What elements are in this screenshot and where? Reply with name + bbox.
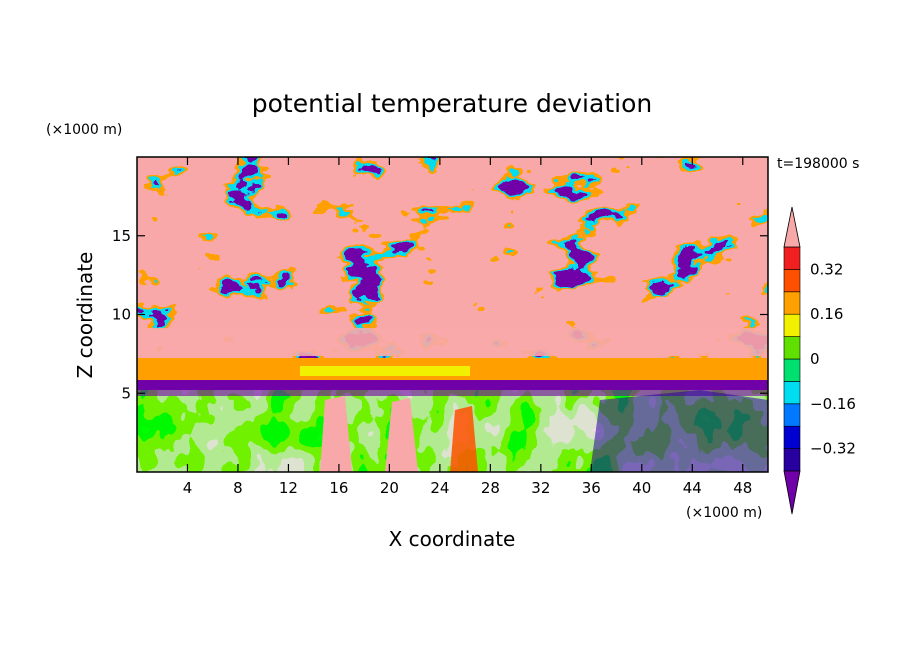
x-tick-label: 32	[531, 479, 550, 497]
colorbar-bin	[783, 403, 801, 427]
x-tick-label: 20	[380, 479, 399, 497]
colorbar-bin	[783, 336, 801, 360]
colorbar-tick-label: 0.16	[810, 305, 843, 323]
x-tick-label: 48	[733, 479, 752, 497]
colorbar: 0.32 0.16 0 −0.16 −0.32	[783, 206, 856, 515]
colorbar-max-extension	[783, 206, 801, 248]
colorbar-bin	[783, 246, 801, 270]
warm-band-core	[300, 366, 470, 376]
chart-title: potential temperature deviation	[252, 89, 652, 118]
x-axis-ticks: 4 8 12 16 20 24 28 32 36 40 44 48	[183, 157, 752, 497]
time-label: t=198000 s	[777, 156, 859, 172]
colorbar-min-extension	[783, 470, 801, 515]
plume-3	[450, 406, 478, 472]
colorbar-tick-label: 0	[810, 350, 820, 368]
x-tick-label: 44	[683, 479, 702, 497]
y-axis-label: Z coordinate	[73, 252, 97, 379]
x-axis-label: X coordinate	[389, 527, 516, 551]
x-tick-label: 40	[632, 479, 651, 497]
x-tick-label: 12	[279, 479, 298, 497]
lower-interface	[137, 388, 768, 396]
y-unit-label: (×1000 m)	[46, 122, 122, 138]
colorbar-bin	[783, 269, 801, 293]
x-tick-label: 24	[430, 479, 449, 497]
x-tick-label: 16	[329, 479, 348, 497]
colorbar-bin	[783, 381, 801, 405]
cold-region-right	[590, 390, 768, 472]
colorbar-bin	[783, 291, 801, 315]
y-tick-label: 15	[112, 227, 131, 245]
x-tick-label: 4	[183, 479, 193, 497]
x-tick-label: 36	[582, 479, 601, 497]
y-tick-label: 5	[121, 384, 131, 402]
colorbar-tick-label: −0.32	[810, 440, 856, 458]
colorbar-bin	[783, 448, 801, 472]
y-axis-ticks: 5 10 15	[112, 227, 768, 402]
y-tick-label: 10	[112, 306, 131, 324]
x-tick-label: 28	[481, 479, 500, 497]
layer-pink-band	[137, 328, 768, 356]
colorbar-tick-label: 0.32	[810, 260, 843, 278]
colorbar-bin	[783, 425, 801, 449]
colorbar-bin	[783, 358, 801, 382]
plot-area	[137, 157, 768, 472]
x-tick-label: 8	[233, 479, 243, 497]
colorbar-tick-label: −0.16	[810, 395, 856, 413]
colorbar-bin	[783, 313, 801, 337]
plume-2	[385, 398, 418, 472]
x-unit-label: (×1000 m)	[686, 505, 762, 521]
plume-1	[320, 396, 352, 472]
